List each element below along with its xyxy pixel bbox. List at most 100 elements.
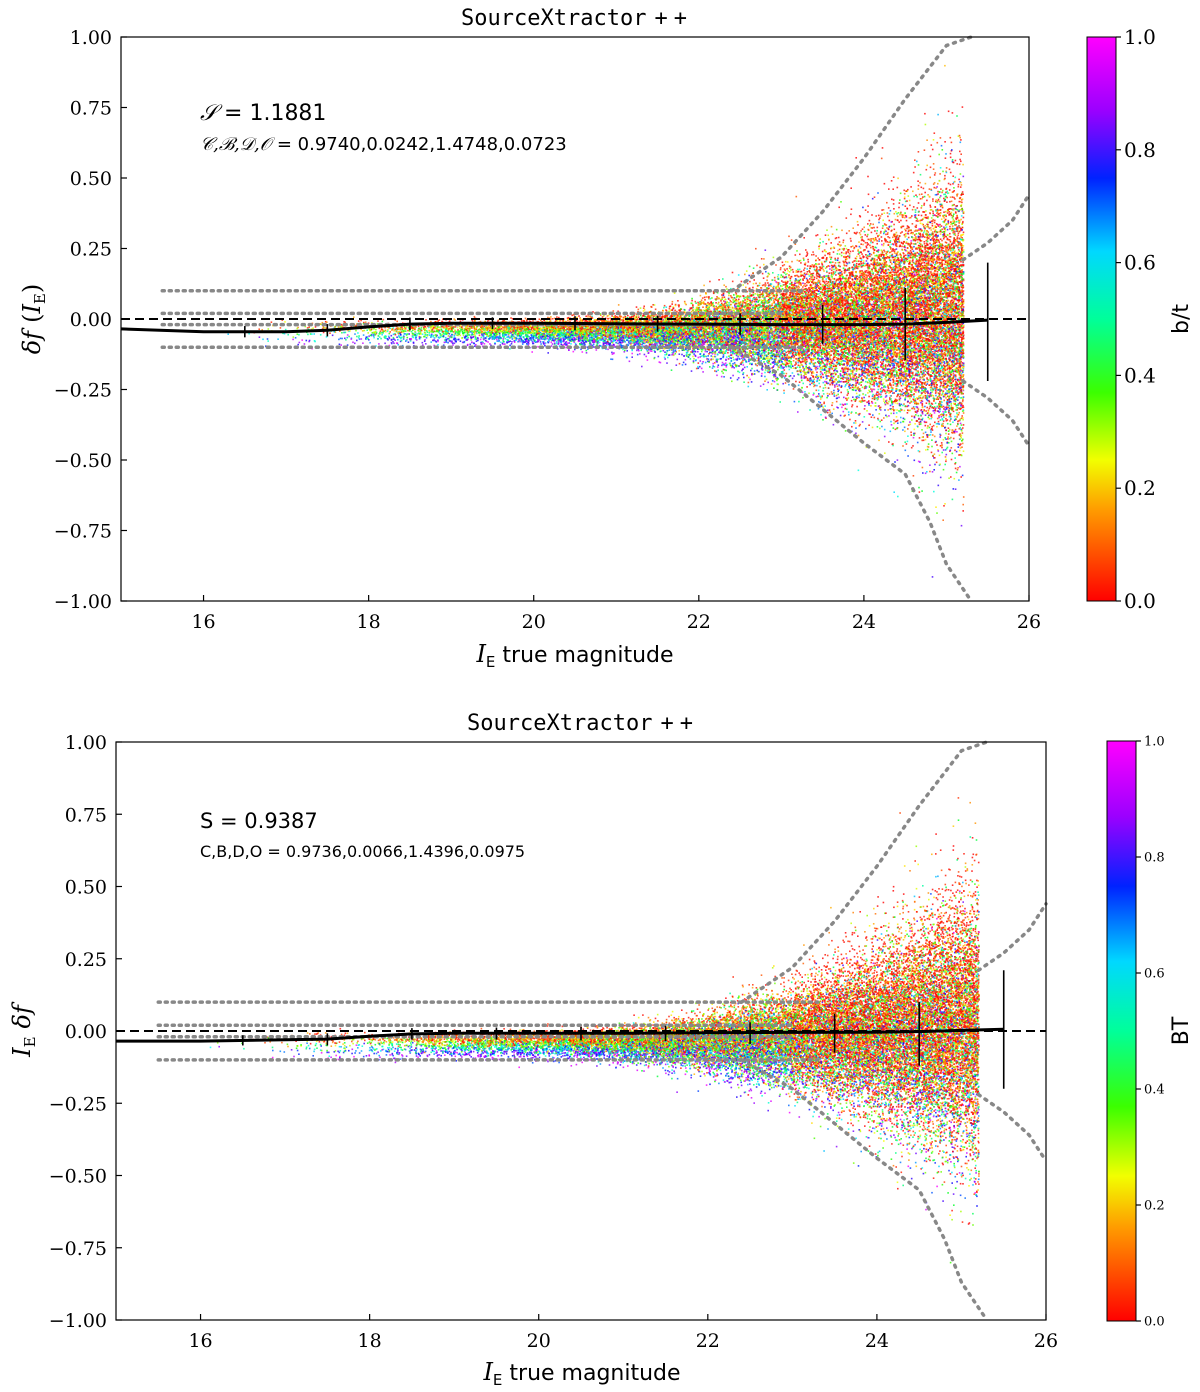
scatter-point xyxy=(771,371,774,374)
scatter-point xyxy=(894,461,896,463)
scatter-point xyxy=(938,333,941,336)
scatter-point xyxy=(843,272,846,274)
scatter-point xyxy=(960,372,963,375)
scatter-point xyxy=(872,267,875,269)
scatter-point xyxy=(656,344,659,347)
scatter-point xyxy=(928,327,931,330)
scatter-point xyxy=(717,301,720,304)
scatter-point xyxy=(876,363,879,365)
scatter-point xyxy=(850,412,852,414)
scatter-point xyxy=(958,277,961,280)
scatter-point xyxy=(874,360,877,362)
scatter-point xyxy=(851,245,854,247)
scatter-point xyxy=(940,144,943,147)
scatter-point xyxy=(891,402,894,405)
scatter-point xyxy=(860,230,862,232)
scatter-point xyxy=(926,391,928,393)
scatter-point xyxy=(759,304,761,307)
scatter-point xyxy=(873,294,875,297)
scatter-point xyxy=(885,355,888,357)
scatter-point xyxy=(926,164,928,167)
scatter-point xyxy=(811,290,813,292)
scatter-point xyxy=(854,277,856,279)
scatter-point xyxy=(734,335,737,338)
scatter-point xyxy=(906,190,909,193)
scatter-point xyxy=(673,292,676,294)
scatter-point xyxy=(797,281,800,283)
scatter-point xyxy=(615,338,618,340)
scatter-point xyxy=(925,421,928,424)
scatter-point xyxy=(587,348,589,350)
scatter-point xyxy=(899,252,901,255)
scatter-point xyxy=(784,281,786,283)
scatter-point xyxy=(907,392,910,395)
scatter-point xyxy=(891,364,894,367)
scatter-point xyxy=(807,379,810,382)
scatter-point xyxy=(948,351,950,353)
scatter-point xyxy=(862,363,865,365)
scatter-point xyxy=(950,356,953,359)
scatter-point xyxy=(902,392,905,394)
scatter-point xyxy=(623,335,626,337)
scatter-point xyxy=(894,354,897,357)
scatter-point xyxy=(876,426,879,428)
scatter-point xyxy=(922,357,924,360)
scatter-point xyxy=(918,345,921,347)
scatter-point xyxy=(884,367,886,370)
scatter-point xyxy=(930,383,932,385)
scatter-point xyxy=(893,374,895,376)
scatter-point xyxy=(888,236,891,239)
scatter-point xyxy=(866,344,869,346)
scatter-point xyxy=(837,257,839,260)
scatter-point xyxy=(494,342,496,344)
scatter-point xyxy=(557,342,560,344)
scatter-point xyxy=(777,365,779,367)
scatter-point xyxy=(944,456,947,458)
scatter-point xyxy=(830,308,833,310)
scatter-point xyxy=(410,326,412,328)
scatter-point xyxy=(404,328,407,330)
scatter-point xyxy=(824,267,827,269)
scatter-point xyxy=(787,311,790,313)
scatter-point xyxy=(922,218,924,220)
scatter-point xyxy=(923,216,926,219)
scatter-point xyxy=(902,330,905,333)
scatter-point xyxy=(962,328,964,330)
scatter-point xyxy=(821,395,823,397)
scatter-point xyxy=(558,337,560,339)
scatter-point xyxy=(917,358,920,360)
scatter-point xyxy=(627,340,630,342)
scatter-point xyxy=(890,371,892,374)
scatter-point xyxy=(908,217,911,219)
scatter-point xyxy=(849,375,852,378)
scatter-point xyxy=(885,333,887,336)
scatter-point xyxy=(779,302,781,305)
scatter-point xyxy=(893,375,896,377)
scatter-point xyxy=(957,261,960,263)
scatter-point xyxy=(767,344,769,347)
scatter-point xyxy=(878,407,881,409)
scatter-point xyxy=(962,245,965,247)
scatter-point xyxy=(899,283,901,285)
scatter-point xyxy=(796,304,798,307)
scatter-point xyxy=(692,355,694,358)
scatter-point xyxy=(345,339,347,341)
scatter-point xyxy=(813,289,816,292)
scatter-point xyxy=(946,287,949,290)
scatter-point xyxy=(775,299,778,301)
scatter-point xyxy=(928,426,931,429)
scatter-point xyxy=(961,280,964,283)
scatter-point xyxy=(956,163,958,165)
scatter-point xyxy=(952,372,955,375)
scatter-point xyxy=(292,336,295,338)
scatter-point xyxy=(599,330,602,333)
scatter-point xyxy=(942,438,945,441)
scatter-point xyxy=(532,332,534,335)
scatter-point xyxy=(854,380,857,382)
scatter-point xyxy=(881,265,883,267)
scatter-point xyxy=(875,364,878,367)
scatter-point xyxy=(960,253,963,255)
scatter-point xyxy=(845,282,847,285)
scatter-point xyxy=(948,428,951,431)
scatter-point xyxy=(946,201,948,203)
